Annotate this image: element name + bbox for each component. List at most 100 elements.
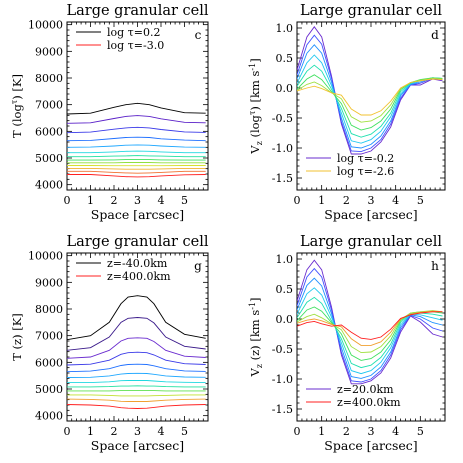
y-tick-label: -0.5 <box>272 343 293 356</box>
x-tick-label: 1 <box>87 194 94 207</box>
series-line <box>67 159 206 161</box>
x-tick-label: 1 <box>318 425 325 438</box>
y-tick-label: 4000 <box>35 410 63 423</box>
series-line <box>297 34 443 153</box>
series-group <box>297 259 443 385</box>
y-axis-label-part: V <box>248 368 262 378</box>
y-axis-label-part: ] <box>248 58 262 63</box>
x-tick-label: 0 <box>64 425 71 438</box>
x-tick-label: 4 <box>158 425 165 438</box>
y-axis-label-part: z <box>255 364 264 368</box>
series-line <box>297 78 443 116</box>
panel-h: Large granular cell 0 1 2 3 4 5 -1.5 -1.0 -0.5 0.0… <box>248 234 446 453</box>
y-axis-label-part: T (log <box>10 104 24 138</box>
y-tick-label: 1.0 <box>276 22 294 35</box>
x-tick-label: 2 <box>111 194 118 207</box>
y-axis-label-part: τ <box>10 99 19 104</box>
y-tick-label: -0.5 <box>272 112 293 125</box>
series-group <box>67 295 206 409</box>
legend-label: log τ=-2.6 <box>337 165 394 178</box>
y-axis-label-part: T (z) [K] <box>10 313 24 361</box>
panel-d: Large granular cell 0 1 2 3 4 5 -1.5 -1.0 -0.5 0.0… <box>248 3 446 222</box>
series-line <box>67 136 206 142</box>
x-tick-label: 0 <box>294 194 301 207</box>
x-tick-label: 1 <box>87 425 94 438</box>
y-tick-label: 10000 <box>28 19 63 32</box>
y-axis-label-part: ) [km s <box>248 70 262 110</box>
series-line <box>67 380 206 384</box>
x-tick-label: 3 <box>134 194 141 207</box>
x-tick-label: 0 <box>64 194 71 207</box>
panel-letter: c <box>195 28 202 42</box>
series-line <box>67 404 206 409</box>
panel-title: Large granular cell <box>300 3 442 19</box>
series-line <box>67 317 206 351</box>
legend-label: z=20.0km <box>337 383 394 396</box>
series-line <box>297 277 443 379</box>
y-tick-label: 0.5 <box>276 283 294 296</box>
y-tick-label: 6000 <box>35 125 63 138</box>
panel-letter: h <box>431 259 439 273</box>
series-line <box>67 295 206 341</box>
legend-label: z=-40.0km <box>107 257 168 270</box>
y-axis-label-part: τ <box>248 110 257 115</box>
y-tick-label: 6000 <box>35 356 63 369</box>
y-axis-label: T (logτ) [K] <box>10 74 24 138</box>
y-tick-label: 0.0 <box>276 82 294 95</box>
series-line <box>67 167 206 170</box>
y-tick-label: 8000 <box>35 303 63 316</box>
y-axis-label: Vz (logτ) [km s-1] <box>248 58 264 154</box>
series-line <box>297 296 443 369</box>
series-line <box>67 385 206 388</box>
series-line <box>297 311 443 340</box>
series-line <box>67 150 206 154</box>
y-tick-label: 10000 <box>28 250 63 263</box>
y-axis-label-part: z <box>255 141 264 145</box>
y-tick-label: 8000 <box>35 72 63 85</box>
series-line <box>297 54 443 144</box>
y-axis-label: Vz (z) [km s-1] <box>248 297 264 377</box>
x-tick-label: 1 <box>318 194 325 207</box>
y-axis-label-part: V <box>248 145 262 155</box>
y-tick-label: 5000 <box>35 152 63 165</box>
y-tick-label: 4000 <box>35 179 63 192</box>
x-tick-label: 5 <box>181 194 188 207</box>
y-axis-label-part: ) [K] <box>10 74 24 100</box>
x-axis-label: Space [arcsec] <box>91 438 184 453</box>
y-tick-label: 0.5 <box>276 52 294 65</box>
x-tick-label: 2 <box>343 194 350 207</box>
series-line <box>297 310 443 354</box>
legend-label: log τ=-3.0 <box>107 39 164 52</box>
y-axis-label-part: -1 <box>248 302 257 310</box>
x-tick-label: 5 <box>417 425 424 438</box>
x-tick-label: 5 <box>181 425 188 438</box>
y-tick-label: 7000 <box>35 330 63 343</box>
y-tick-label: -1.5 <box>272 403 293 416</box>
x-tick-label: 4 <box>158 194 165 207</box>
series-line <box>67 155 206 158</box>
series-line <box>297 267 443 383</box>
series-line <box>67 174 206 178</box>
series-line <box>297 64 443 138</box>
y-tick-label: 1.0 <box>276 253 294 266</box>
y-axis-label-part: ] <box>248 297 262 302</box>
series-line <box>67 394 206 397</box>
x-tick-label: 3 <box>134 425 141 438</box>
series-line <box>67 398 206 402</box>
series-line <box>67 363 206 373</box>
y-axis-label-part: -1 <box>248 63 257 71</box>
y-axis-label-part: (log <box>248 114 262 141</box>
y-tick-label: -1.0 <box>272 373 293 386</box>
panel-title: Large granular cell <box>300 234 442 250</box>
x-axis-label: Space [arcsec] <box>324 207 417 222</box>
series-group <box>67 102 206 178</box>
series-line <box>67 337 206 359</box>
series-line <box>297 287 443 375</box>
x-tick-label: 2 <box>111 425 118 438</box>
legend-label: log τ=-0.2 <box>337 152 394 165</box>
series-line <box>67 144 206 148</box>
x-tick-label: 5 <box>417 194 424 207</box>
x-tick-label: 4 <box>392 194 399 207</box>
x-tick-label: 2 <box>343 425 350 438</box>
panel-letter: g <box>194 259 202 273</box>
